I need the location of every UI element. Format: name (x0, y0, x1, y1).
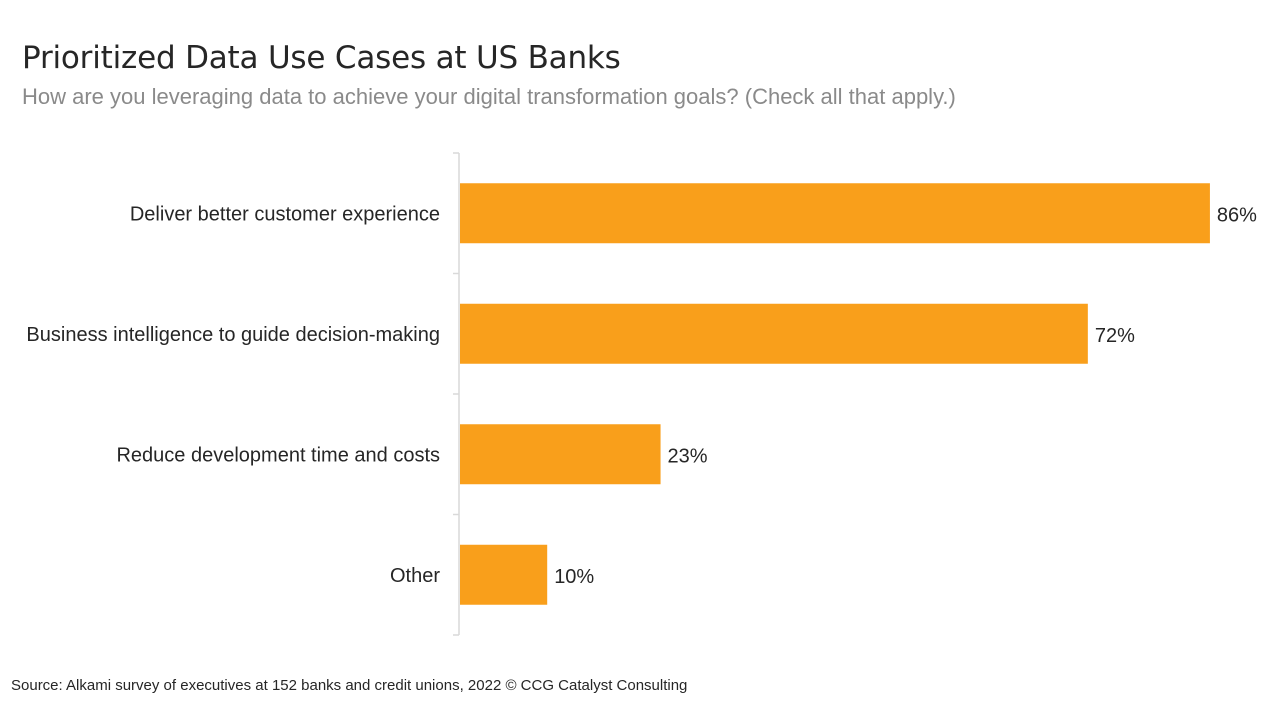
category-label: Business intelligence to guide decision-… (26, 324, 440, 346)
bar (460, 424, 661, 485)
bar (460, 303, 1088, 364)
category-label: Reduce development time and costs (116, 444, 440, 466)
bar (460, 183, 1210, 244)
category-label: Other (390, 565, 440, 587)
value-label: 72% (1095, 325, 1135, 347)
bar (460, 544, 548, 605)
category-label: Deliver better customer experience (130, 203, 440, 225)
value-label: 10% (554, 566, 594, 588)
value-label: 23% (668, 445, 708, 467)
page-subtitle: How are you leveraging data to achieve y… (22, 84, 956, 109)
page-title: Prioritized Data Use Cases at US Banks (22, 40, 621, 76)
value-label: 86% (1217, 204, 1257, 226)
source-note: Source: Alkami survey of executives at 1… (11, 677, 688, 694)
